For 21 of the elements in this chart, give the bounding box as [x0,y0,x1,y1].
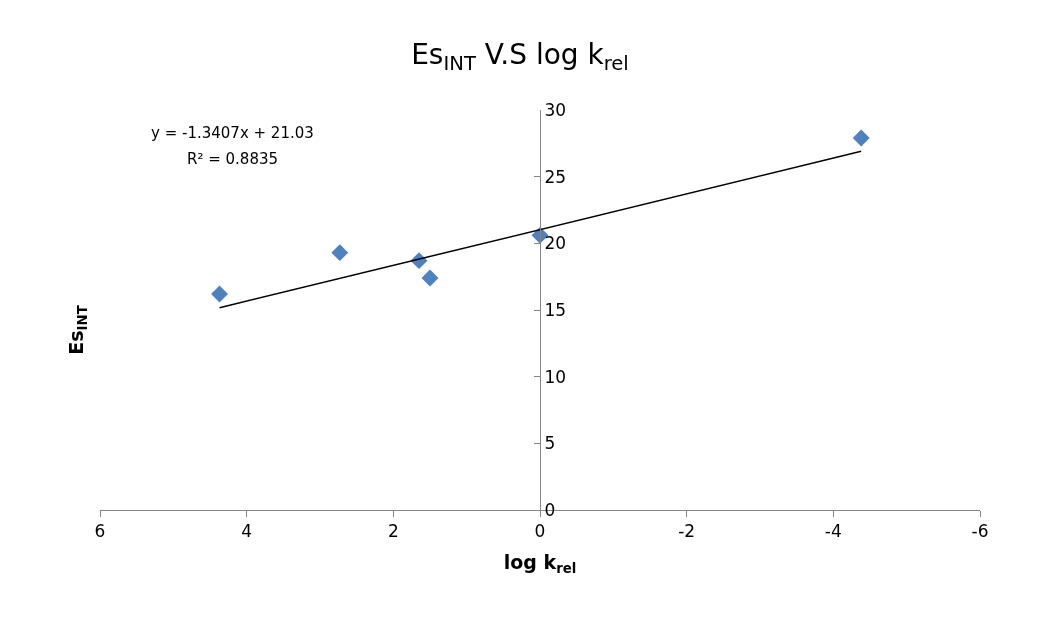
annotation: y = -1.3407x + 21.03 [151,124,314,142]
point [852,129,870,147]
x-axis-title: log k$_{rel}$ [503,551,577,577]
y-tick-label: 10 [544,366,567,387]
x-tick-label: 6 [94,521,106,542]
chart-title: Es$_{INT}$ V.S log k$_{rel}$ [411,37,629,75]
y-tick-label: 0 [544,499,556,520]
annotation: R² = 0.8835 [187,150,279,168]
y-tick-label: 15 [544,299,567,320]
y-tick-label: 20 [544,233,567,254]
x-tick-label: 4 [241,521,253,542]
point [211,285,228,303]
x-tick-label: 2 [387,521,399,542]
y-tick-label: 5 [544,433,556,454]
y-tick-label: 30 [544,99,567,120]
point [331,244,349,262]
y-tick-label: 25 [544,166,567,187]
x-tick-label: -4 [824,521,842,542]
point [421,269,439,287]
x-tick-label: -6 [971,521,989,542]
x-tick-label: -2 [678,521,696,542]
